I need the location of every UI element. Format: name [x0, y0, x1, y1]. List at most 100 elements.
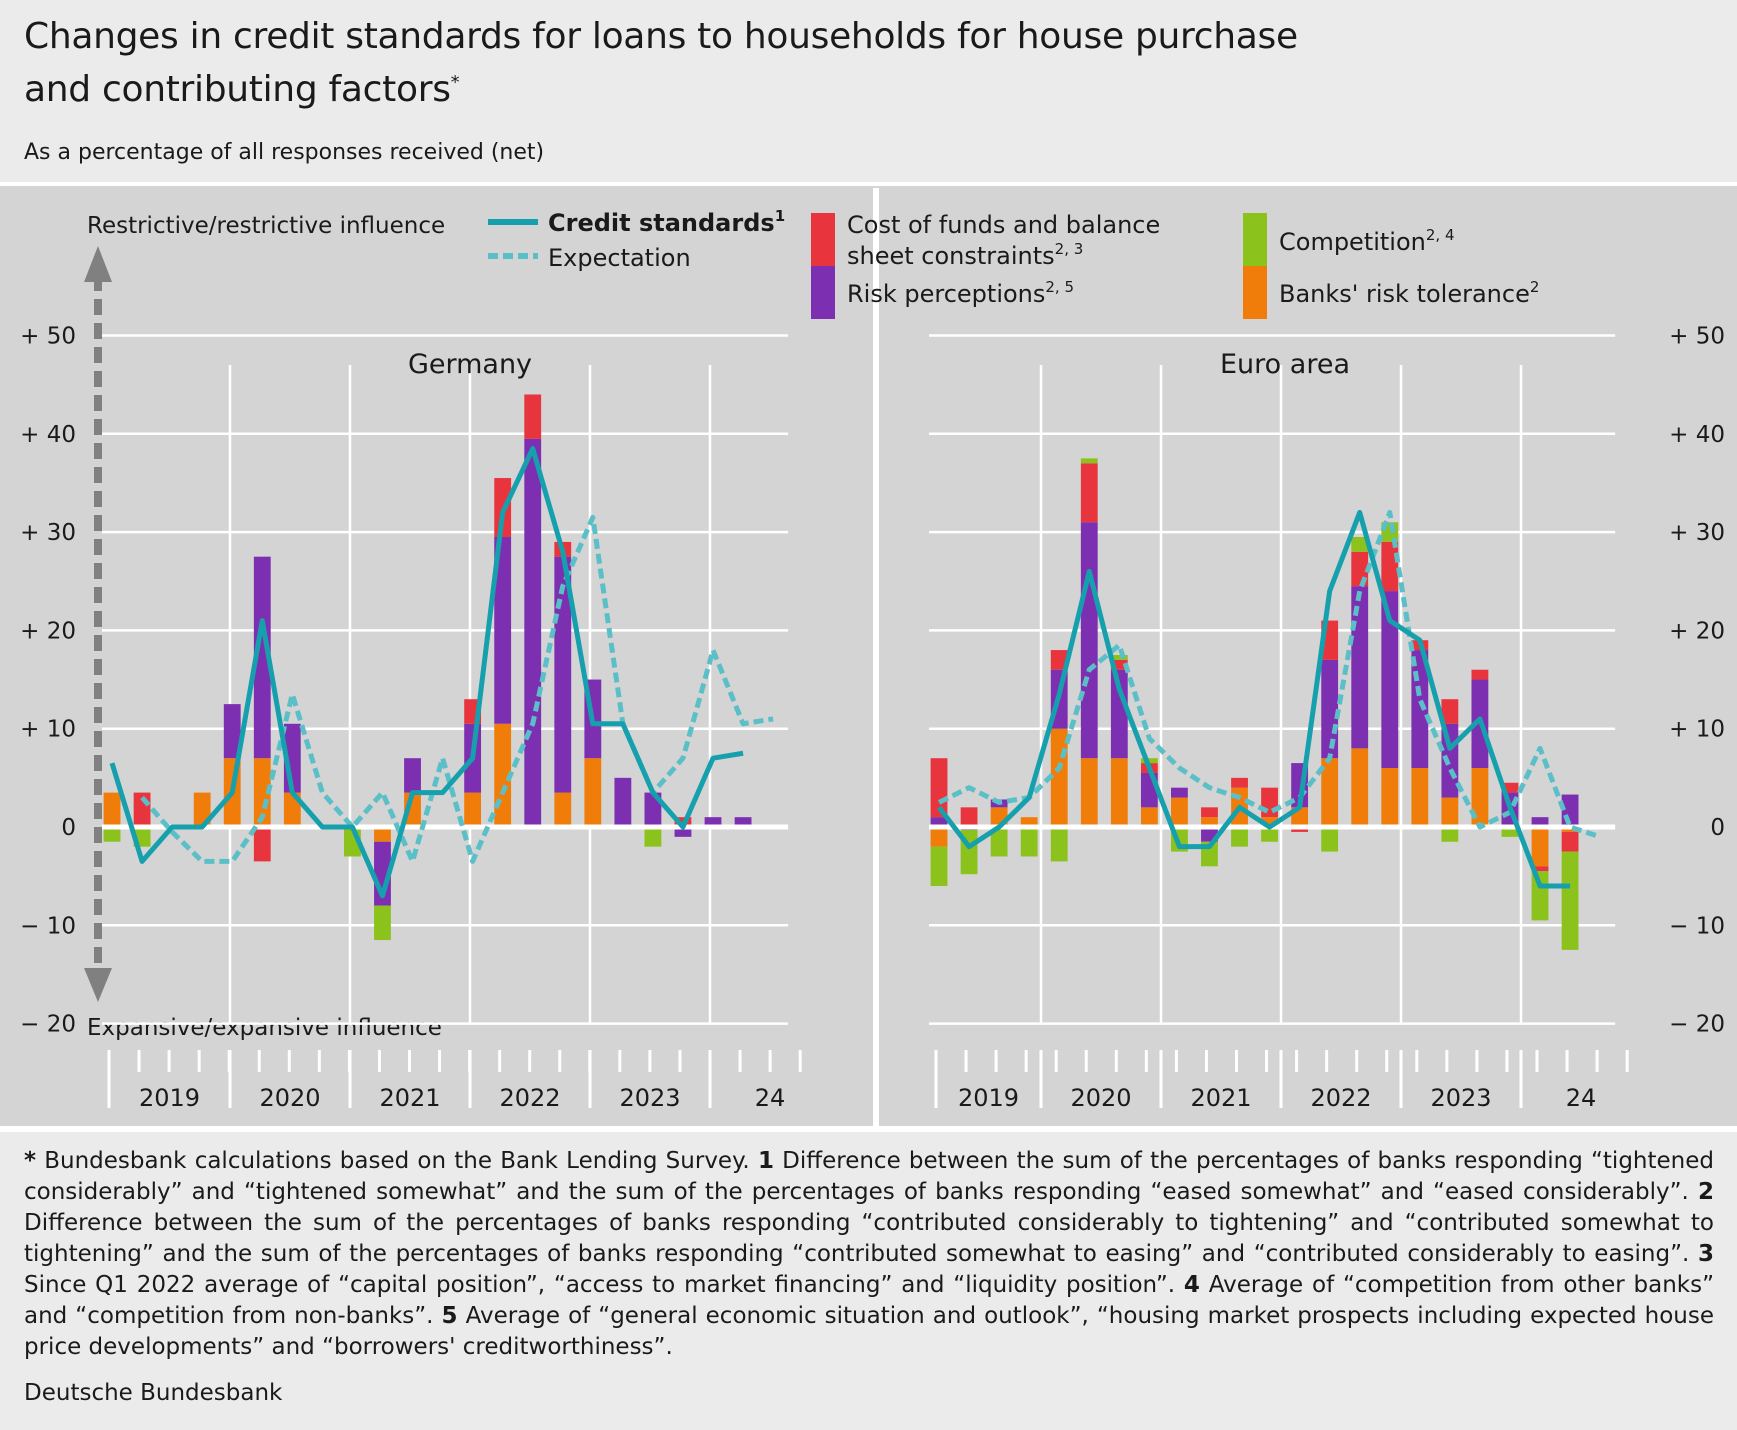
footnote-number-4: 4: [1183, 1272, 1200, 1298]
bar-competition: [1531, 871, 1549, 921]
bar-risk-tolerance: [1351, 748, 1369, 827]
bar-competition: [1110, 654, 1128, 660]
bar-cost-of-funds: [1441, 699, 1459, 724]
legend-cost-of-funds-swatch: [811, 213, 835, 266]
credit-standards-line: [109, 446, 744, 899]
y-tick-label-right: + 30: [1669, 520, 1725, 546]
bar-cost-of-funds: [1080, 463, 1098, 523]
bar-cost-of-funds: [1381, 541, 1399, 592]
panel-title: Euro area: [1220, 349, 1350, 380]
bar-cost-of-funds: [1471, 669, 1489, 680]
axis-direction-arrow-up: [84, 246, 112, 282]
bar-risk-tolerance: [464, 792, 482, 827]
y-tick-label-right: − 10: [1669, 913, 1725, 939]
bar-risk-tolerance: [1110, 758, 1128, 827]
y-tick-label-right: + 10: [1669, 717, 1725, 743]
y-tick-label-right: + 20: [1669, 618, 1725, 644]
bar-risk-tolerance: [1020, 817, 1038, 827]
bar-risk-perceptions: [734, 817, 752, 827]
legend-risk-perceptions: Risk perceptions2, 5: [847, 278, 1074, 308]
bar-risk-tolerance: [374, 827, 391, 842]
bar-risk-perceptions: [1381, 591, 1399, 769]
bar-competition: [1261, 827, 1278, 842]
footnote-text-4: Average of “competition from other banks…: [24, 1272, 1714, 1329]
y-tick-label-left: + 10: [20, 717, 76, 743]
bar-cost-of-funds: [1261, 787, 1278, 818]
footnote-number-1: 1: [757, 1148, 774, 1174]
title-line-1: Changes in credit standards for loans to…: [24, 16, 1298, 57]
bar-risk-tolerance: [930, 827, 948, 847]
x-year-label: 2020: [1070, 1084, 1131, 1112]
bar-competition: [1321, 827, 1339, 852]
legend-risk-perceptions-swatch: [811, 266, 835, 319]
panel-divider: [873, 188, 879, 1126]
bar-risk-perceptions: [674, 827, 692, 837]
legend-risk-tolerance-label: Banks' risk tolerance: [1279, 280, 1530, 308]
panel-euro-area: Euro area 2019 2020 2021 2022 2023 24: [929, 334, 1629, 1112]
x-year-label: 2019: [139, 1084, 200, 1112]
bar-competition: [1441, 827, 1459, 842]
bar-risk-perceptions: [704, 817, 722, 827]
x-year-label: 2022: [499, 1084, 560, 1112]
legend-risk-perceptions-label: Risk perceptions: [847, 280, 1045, 308]
bar-risk-perceptions: [1171, 787, 1188, 798]
bar-competition: [644, 827, 662, 847]
x-year-label: 2022: [1310, 1084, 1371, 1112]
legend-risk-tolerance-swatch: [1243, 266, 1267, 319]
bar-risk-tolerance: [1261, 817, 1278, 827]
legend-risk-tolerance-note: 2: [1530, 278, 1540, 296]
bar-risk-tolerance: [1381, 768, 1399, 827]
title-footnote-marker: *: [450, 72, 460, 93]
bar-risk-tolerance: [103, 792, 121, 827]
footnote-star: *: [24, 1148, 37, 1174]
y-tick-label-left: + 40: [20, 422, 76, 448]
bar-cost-of-funds: [960, 807, 978, 827]
legend-credit-standards-note: 1: [775, 207, 785, 225]
footnote-text-0: Bundesbank calculations based on the Ban…: [36, 1148, 758, 1174]
legend-competition-label: Competition: [1279, 228, 1426, 256]
bar-risk-tolerance: [1171, 797, 1188, 827]
legend-risk-tolerance: Banks' risk tolerance2: [1279, 278, 1539, 308]
expectation-line: [937, 509, 1601, 840]
bar-cost-of-funds: [1231, 777, 1248, 788]
bar-competition: [1501, 827, 1519, 837]
x-year-label: 2023: [1430, 1084, 1491, 1112]
bar-risk-perceptions: [223, 704, 241, 759]
bar-competition: [103, 827, 121, 842]
y-tick-label-right: + 50: [1669, 324, 1725, 350]
x-year-label: 2021: [379, 1084, 440, 1112]
panel-germany: Germany 2019 2020 2021 2022 2023 24: [102, 334, 802, 1112]
bar-risk-tolerance: [1441, 797, 1459, 827]
bar-cost-of-funds: [1201, 807, 1218, 818]
legend: Credit standards1 Expectation Cost of fund…: [488, 207, 1539, 319]
bar-cost-of-funds: [1110, 659, 1128, 670]
legend-credit-standards-label: Credit standards: [548, 209, 775, 237]
x-year-label: 24: [1566, 1084, 1597, 1112]
chart-subtitle: As a percentage of all responses receive…: [24, 140, 545, 165]
footnote-text-3: Since Q1 2022 average of “capital positi…: [24, 1272, 1184, 1298]
bar-cost-of-funds: [1561, 831, 1579, 852]
legend-risk-perceptions-note: 2, 5: [1045, 278, 1074, 296]
y-tick-label-left: + 30: [20, 520, 76, 546]
footnote-number-3: 3: [1697, 1241, 1714, 1267]
bottom-divider: [0, 1126, 1737, 1132]
bar-cost-of-funds: [1050, 650, 1068, 670]
bar-competition: [1351, 537, 1369, 552]
bar-risk-tolerance: [1411, 768, 1429, 827]
bar-competition: [1050, 827, 1068, 862]
expectation-line: [140, 514, 774, 864]
bar-cost-of-funds: [524, 394, 542, 439]
bar-cost-of-funds: [1501, 782, 1519, 793]
bar-risk-tolerance: [1201, 817, 1218, 827]
chart-title: Changes in credit standards for loans to…: [24, 14, 1298, 113]
credit-standards-line: [937, 509, 1571, 889]
bar-risk-perceptions: [524, 438, 542, 827]
bar-risk-tolerance: [1321, 758, 1339, 827]
footnote-number-2: 2: [1697, 1179, 1714, 1205]
bar-risk-tolerance: [1050, 728, 1068, 827]
legend-cost-of-funds-label: sheet constraints: [847, 242, 1055, 270]
y-tick-label-right: − 20: [1669, 1012, 1725, 1038]
bar-risk-perceptions: [494, 537, 512, 724]
bar-risk-tolerance: [584, 758, 602, 827]
